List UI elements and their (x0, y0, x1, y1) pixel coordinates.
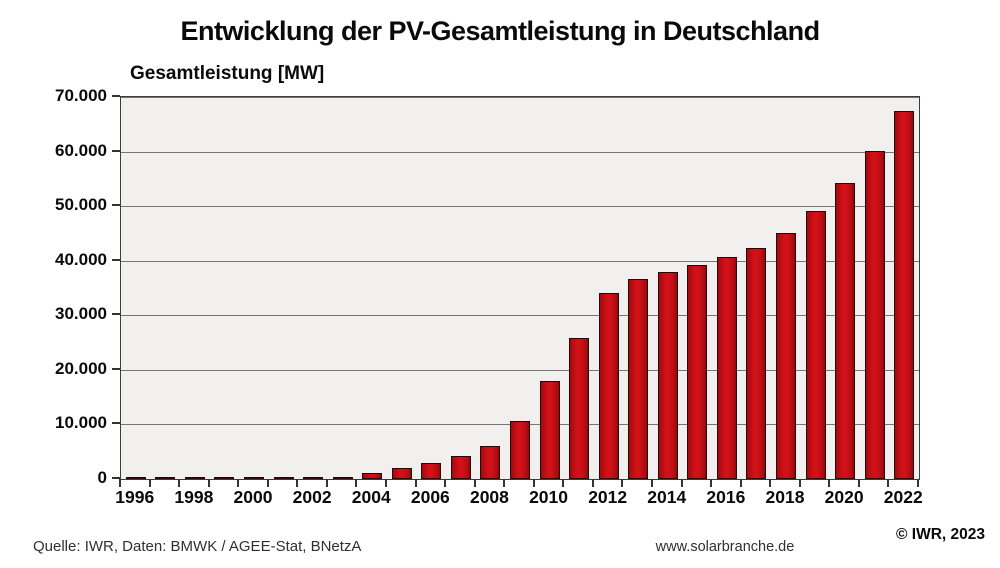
x-axis-tick (651, 479, 653, 487)
y-tick-label: 70.000 (55, 86, 107, 105)
bar-2020 (835, 182, 856, 479)
y-axis-tick (112, 313, 120, 316)
x-axis-tick (828, 479, 831, 487)
y-tick-label: 30.000 (55, 304, 107, 324)
x-axis-tick (148, 479, 151, 487)
x-tick-label: 2006 (410, 487, 450, 507)
gridline (121, 97, 919, 98)
bar-2008 (480, 445, 501, 479)
y-axis-tick (112, 367, 120, 370)
x-tick-label: 1996 (115, 487, 155, 507)
x-axis-tick (591, 479, 594, 487)
source-note: Quelle: IWR, Daten: BMWK / AGEE-Stat, BN… (33, 538, 362, 555)
bar-2021 (864, 151, 885, 479)
y-axis-tick (112, 258, 120, 261)
x-axis-tick (739, 479, 742, 487)
x-axis-tick (473, 479, 476, 487)
y-tick-label: 20.000 (55, 358, 107, 378)
y-tick-label: 0 (97, 468, 107, 487)
bar-2009 (510, 421, 530, 479)
bar-2011 (569, 337, 590, 479)
bar-2007 (450, 456, 471, 479)
y-tick-label: 50.000 (55, 195, 107, 215)
x-tick-label: 2000 (233, 487, 273, 507)
bar-2015 (687, 264, 708, 479)
x-axis-tick (680, 479, 683, 487)
gridline (121, 315, 919, 317)
x-axis-tick (887, 479, 890, 487)
bar-2003 (332, 476, 353, 479)
bar-2000 (244, 477, 264, 479)
gridline (121, 206, 919, 208)
x-axis-tick (798, 479, 801, 487)
x-axis-tick (444, 479, 447, 487)
website-text: www.solarbranche.de (655, 539, 795, 555)
bar-1997 (155, 477, 176, 479)
bar-2019 (805, 211, 826, 479)
x-axis-tick (532, 479, 535, 487)
x-axis-tick (207, 479, 210, 487)
y-axis-tick (112, 477, 120, 479)
x-tick-label: 2014 (647, 487, 687, 507)
x-tick-label: 2016 (706, 487, 746, 507)
y-tick-label: 10.000 (55, 413, 107, 433)
bar-2018 (776, 232, 796, 479)
x-axis-tick (355, 479, 358, 487)
x-axis-tick (385, 479, 387, 487)
x-tick-label: 2002 (292, 487, 332, 507)
x-tick-label: 2010 (529, 487, 569, 507)
x-axis-tick (621, 479, 624, 487)
x-tick-label: 1998 (174, 487, 214, 507)
bar-2016 (716, 257, 737, 479)
x-axis-tick (414, 479, 417, 487)
chart-title: Entwicklung der PV-Gesamtleistung in Deu… (180, 16, 820, 46)
bar-2006 (421, 463, 442, 479)
bar-2001 (273, 477, 294, 479)
x-axis-tick (296, 479, 299, 487)
x-axis-tick (917, 479, 919, 487)
y-axis-tick (112, 422, 120, 425)
y-tick-label: 60.000 (55, 140, 107, 160)
x-axis-tick (857, 479, 860, 487)
x-tick-label: 2020 (824, 487, 864, 507)
bar-1999 (214, 477, 235, 479)
x-axis-tick (562, 479, 565, 487)
x-axis-tick (769, 479, 772, 487)
x-axis-tick (503, 479, 506, 487)
copyright-note: © IWR, 2023 (896, 526, 985, 543)
bar-2002 (303, 477, 324, 479)
x-axis-tick (178, 479, 181, 487)
bar-2012 (598, 293, 619, 479)
gridline (121, 151, 919, 153)
x-axis-tick (237, 479, 240, 487)
y-axis-tick (112, 149, 120, 152)
x-tick-label: 2018 (765, 487, 805, 507)
x-tick-label: 2022 (883, 487, 923, 507)
bar-2004 (362, 472, 383, 479)
gridline (121, 369, 919, 371)
y-axis-tick (112, 95, 120, 97)
x-axis-tick (710, 479, 713, 487)
plot-area (120, 96, 920, 480)
bar-2005 (391, 467, 412, 479)
bar-2014 (657, 272, 678, 479)
x-axis-tick (119, 479, 121, 487)
x-tick-label: 2004 (351, 487, 391, 507)
y-axis-title: Gesamtleistung [MW] (130, 63, 325, 84)
x-axis-tick (266, 479, 269, 487)
x-axis-tick (325, 479, 328, 487)
bar-2017 (746, 248, 767, 479)
bar-2010 (539, 380, 560, 479)
x-tick-label: 2012 (588, 487, 628, 507)
gridline (121, 260, 919, 262)
bar-1996 (125, 477, 146, 479)
y-tick-label: 40.000 (55, 249, 107, 269)
x-tick-label: 2008 (469, 487, 509, 507)
bar-2022 (894, 110, 915, 479)
bar-2013 (628, 278, 649, 479)
y-axis-tick (112, 204, 120, 207)
bar-1998 (184, 477, 205, 479)
